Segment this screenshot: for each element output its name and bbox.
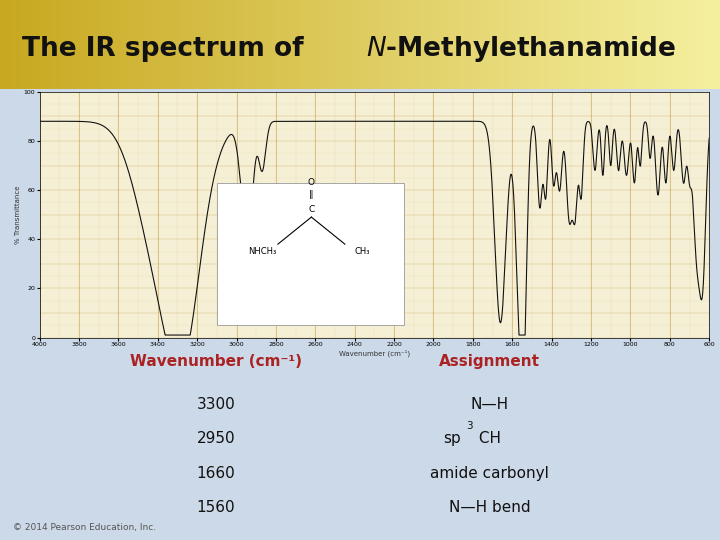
- Text: N—H bend: N—H bend: [449, 500, 531, 515]
- Y-axis label: % Transmittance: % Transmittance: [15, 185, 21, 244]
- Text: Assignment: Assignment: [439, 354, 540, 369]
- Text: 1560: 1560: [197, 500, 235, 515]
- Text: C: C: [308, 205, 315, 214]
- Text: ‖: ‖: [309, 191, 314, 199]
- Text: N—H: N—H: [471, 397, 508, 412]
- Text: CH₃: CH₃: [355, 247, 370, 256]
- Text: O: O: [308, 178, 315, 187]
- FancyBboxPatch shape: [217, 183, 404, 325]
- Text: Wavenumber (cm⁻¹): Wavenumber (cm⁻¹): [130, 354, 302, 369]
- Text: The IR spectrum of: The IR spectrum of: [22, 36, 312, 62]
- Text: sp: sp: [443, 431, 461, 446]
- Text: 3: 3: [467, 421, 473, 430]
- Text: NHCH₃: NHCH₃: [248, 247, 276, 256]
- X-axis label: Wavenumber (cm⁻¹): Wavenumber (cm⁻¹): [339, 349, 410, 357]
- Text: © 2014 Pearson Education, Inc.: © 2014 Pearson Education, Inc.: [13, 523, 156, 532]
- Text: 2950: 2950: [197, 431, 235, 446]
- Text: 3300: 3300: [197, 397, 235, 412]
- Text: $\mathit{N}$-Methylethanamide: $\mathit{N}$-Methylethanamide: [366, 34, 676, 64]
- Text: 1660: 1660: [197, 465, 235, 481]
- Text: amide carbonyl: amide carbonyl: [430, 465, 549, 481]
- Text: CH: CH: [474, 431, 501, 446]
